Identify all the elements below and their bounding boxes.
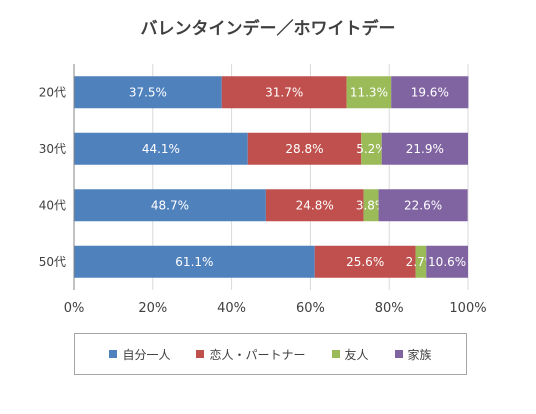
- data-label: 48.7%: [151, 198, 189, 212]
- category-label: 40代: [39, 198, 66, 212]
- x-tick-label: 80%: [375, 301, 404, 316]
- bar-segment: [363, 189, 379, 222]
- bar-segment: [265, 189, 364, 222]
- x-tick-label: 40%: [217, 301, 246, 316]
- bar-segment: [247, 132, 362, 165]
- legend-label: 恋人・パートナー: [209, 347, 306, 362]
- data-label: 5.2%: [356, 142, 387, 156]
- legend-swatch: [394, 350, 403, 358]
- x-tick-label: 60%: [296, 301, 325, 316]
- bar-segment: [221, 76, 347, 109]
- legend-swatch: [196, 350, 205, 358]
- bar-segment: [378, 189, 468, 222]
- legend-label: 家族: [407, 347, 432, 362]
- data-label: 24.8%: [296, 198, 334, 212]
- legend-item: 自分一人: [109, 346, 170, 363]
- legend-label: 自分一人: [122, 347, 171, 362]
- legend-swatch: [109, 350, 118, 358]
- x-tick-label: 100%: [449, 301, 486, 316]
- bar-segment: [74, 76, 222, 109]
- data-label: 37.5%: [129, 85, 167, 99]
- legend-item: 友人: [331, 346, 369, 363]
- bar-segment: [346, 76, 392, 109]
- x-tick-label: 0%: [64, 301, 85, 316]
- bar-segment: [74, 189, 266, 222]
- data-label: 61.1%: [175, 255, 213, 269]
- chart-title: バレンタインデー／ホワイトデー: [140, 19, 396, 39]
- bar-segment: [415, 245, 427, 278]
- legend-item: 家族: [394, 346, 432, 363]
- data-label: 28.8%: [285, 142, 323, 156]
- legend-swatch: [331, 350, 340, 358]
- bar-segment: [381, 132, 468, 165]
- bar-segment: [74, 132, 248, 165]
- legend-item: 恋人・パートナー: [196, 346, 306, 363]
- legend-label: 友人: [344, 347, 369, 362]
- category-label: 30代: [39, 142, 66, 156]
- category-label: 50代: [39, 255, 66, 269]
- data-label: 31.7%: [265, 85, 303, 99]
- data-label: 21.9%: [406, 142, 444, 156]
- bar-segment: [74, 245, 315, 278]
- bar-segment: [314, 245, 416, 278]
- data-label: 10.6%: [428, 255, 466, 269]
- data-label: 19.6%: [411, 85, 449, 99]
- category-label: 20代: [39, 85, 66, 99]
- bar-segment: [361, 132, 382, 165]
- data-label: 44.1%: [142, 142, 180, 156]
- x-tick-label: 20%: [138, 301, 167, 316]
- legend: 自分一人 恋人・パートナー 友人 家族: [74, 333, 467, 375]
- data-label: 25.6%: [346, 255, 384, 269]
- data-label: 11.3%: [350, 85, 388, 99]
- data-label: 22.6%: [404, 198, 442, 212]
- bar-segment: [426, 245, 468, 278]
- bar-segment: [391, 76, 469, 109]
